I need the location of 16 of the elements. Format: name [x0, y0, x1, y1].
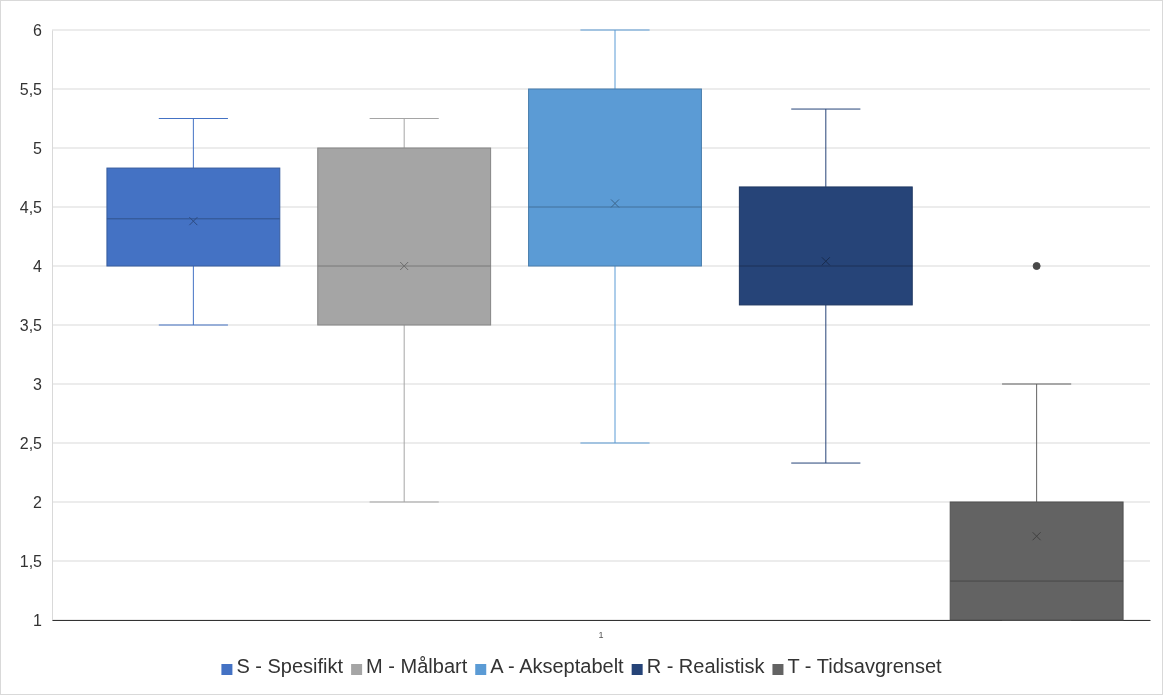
y-tick-label: 6: [33, 21, 43, 39]
y-tick-label: 3: [33, 375, 43, 393]
y-tick-label: 4,5: [19, 198, 43, 216]
legend-label: S - Spesifikt: [236, 655, 344, 677]
legend-label: A - Akseptabelt: [490, 655, 625, 677]
y-tick-label: 3,5: [19, 316, 43, 334]
legend-label: R - Realistisk: [646, 655, 766, 677]
y-tick-label: 2: [33, 493, 43, 511]
y-tick-label: 2,5: [19, 434, 43, 452]
y-tick-label: 4: [33, 257, 43, 275]
legend-label: T - Tidsavgrenset: [787, 655, 943, 677]
y-tick-label: 1: [33, 611, 43, 629]
y-tick-label: 1,5: [19, 552, 43, 570]
y-tick-label: 5,5: [19, 80, 43, 98]
y-tick-label: 5: [33, 139, 43, 157]
legend-label: M - Målbart: [366, 655, 468, 677]
